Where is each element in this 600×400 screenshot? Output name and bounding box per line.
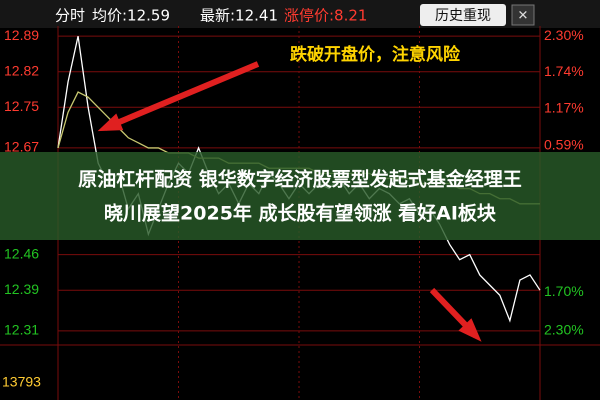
close-button[interactable] (511, 4, 535, 26)
y2-tick-label: 2.30% (544, 27, 584, 43)
y-tick-label: 12.82 (4, 62, 39, 78)
y-tick-label: 12.31 (4, 322, 39, 338)
history-button[interactable] (420, 4, 506, 26)
y-tick-label: 12.39 (4, 281, 39, 297)
y-tick-label: 12.46 (4, 245, 39, 261)
y-tick-label: 12.89 (4, 27, 39, 43)
annotation: 跌破开盘价，注意风险 (290, 44, 461, 65)
arrow-head (97, 113, 124, 132)
banner-line: 原油杠杆配资 银华数字经济股票型发起式基金经理王 (78, 168, 522, 191)
arrow-shaft (103, 61, 260, 131)
close-icon[interactable]: ✕ (518, 9, 529, 24)
y-tick-label: 12.67 (4, 139, 39, 155)
y-tick-label: 12.75 (4, 98, 39, 114)
y2-tick-label: 2.30% (544, 321, 584, 337)
banner (0, 152, 600, 240)
y2-tick-label: 1.17% (544, 99, 584, 115)
banner-line: 晓川展望2025年 成长股有望领涨 看好AI板块 (104, 202, 497, 225)
volume-tick: 13793 (2, 374, 41, 390)
header-item: 涨停价:8.21 (284, 7, 367, 25)
header-item: 均价:12.59 (92, 7, 170, 25)
arrow-head (458, 318, 482, 342)
header-item: 分时 (55, 7, 85, 25)
y2-tick-label: 1.74% (544, 63, 584, 79)
y2-tick-label: 1.70% (544, 283, 584, 299)
y2-tick-label: 0.59% (544, 136, 584, 152)
header-item: 最新:12.41 (200, 7, 278, 25)
history-button-label[interactable]: 历史重现 (435, 8, 491, 24)
